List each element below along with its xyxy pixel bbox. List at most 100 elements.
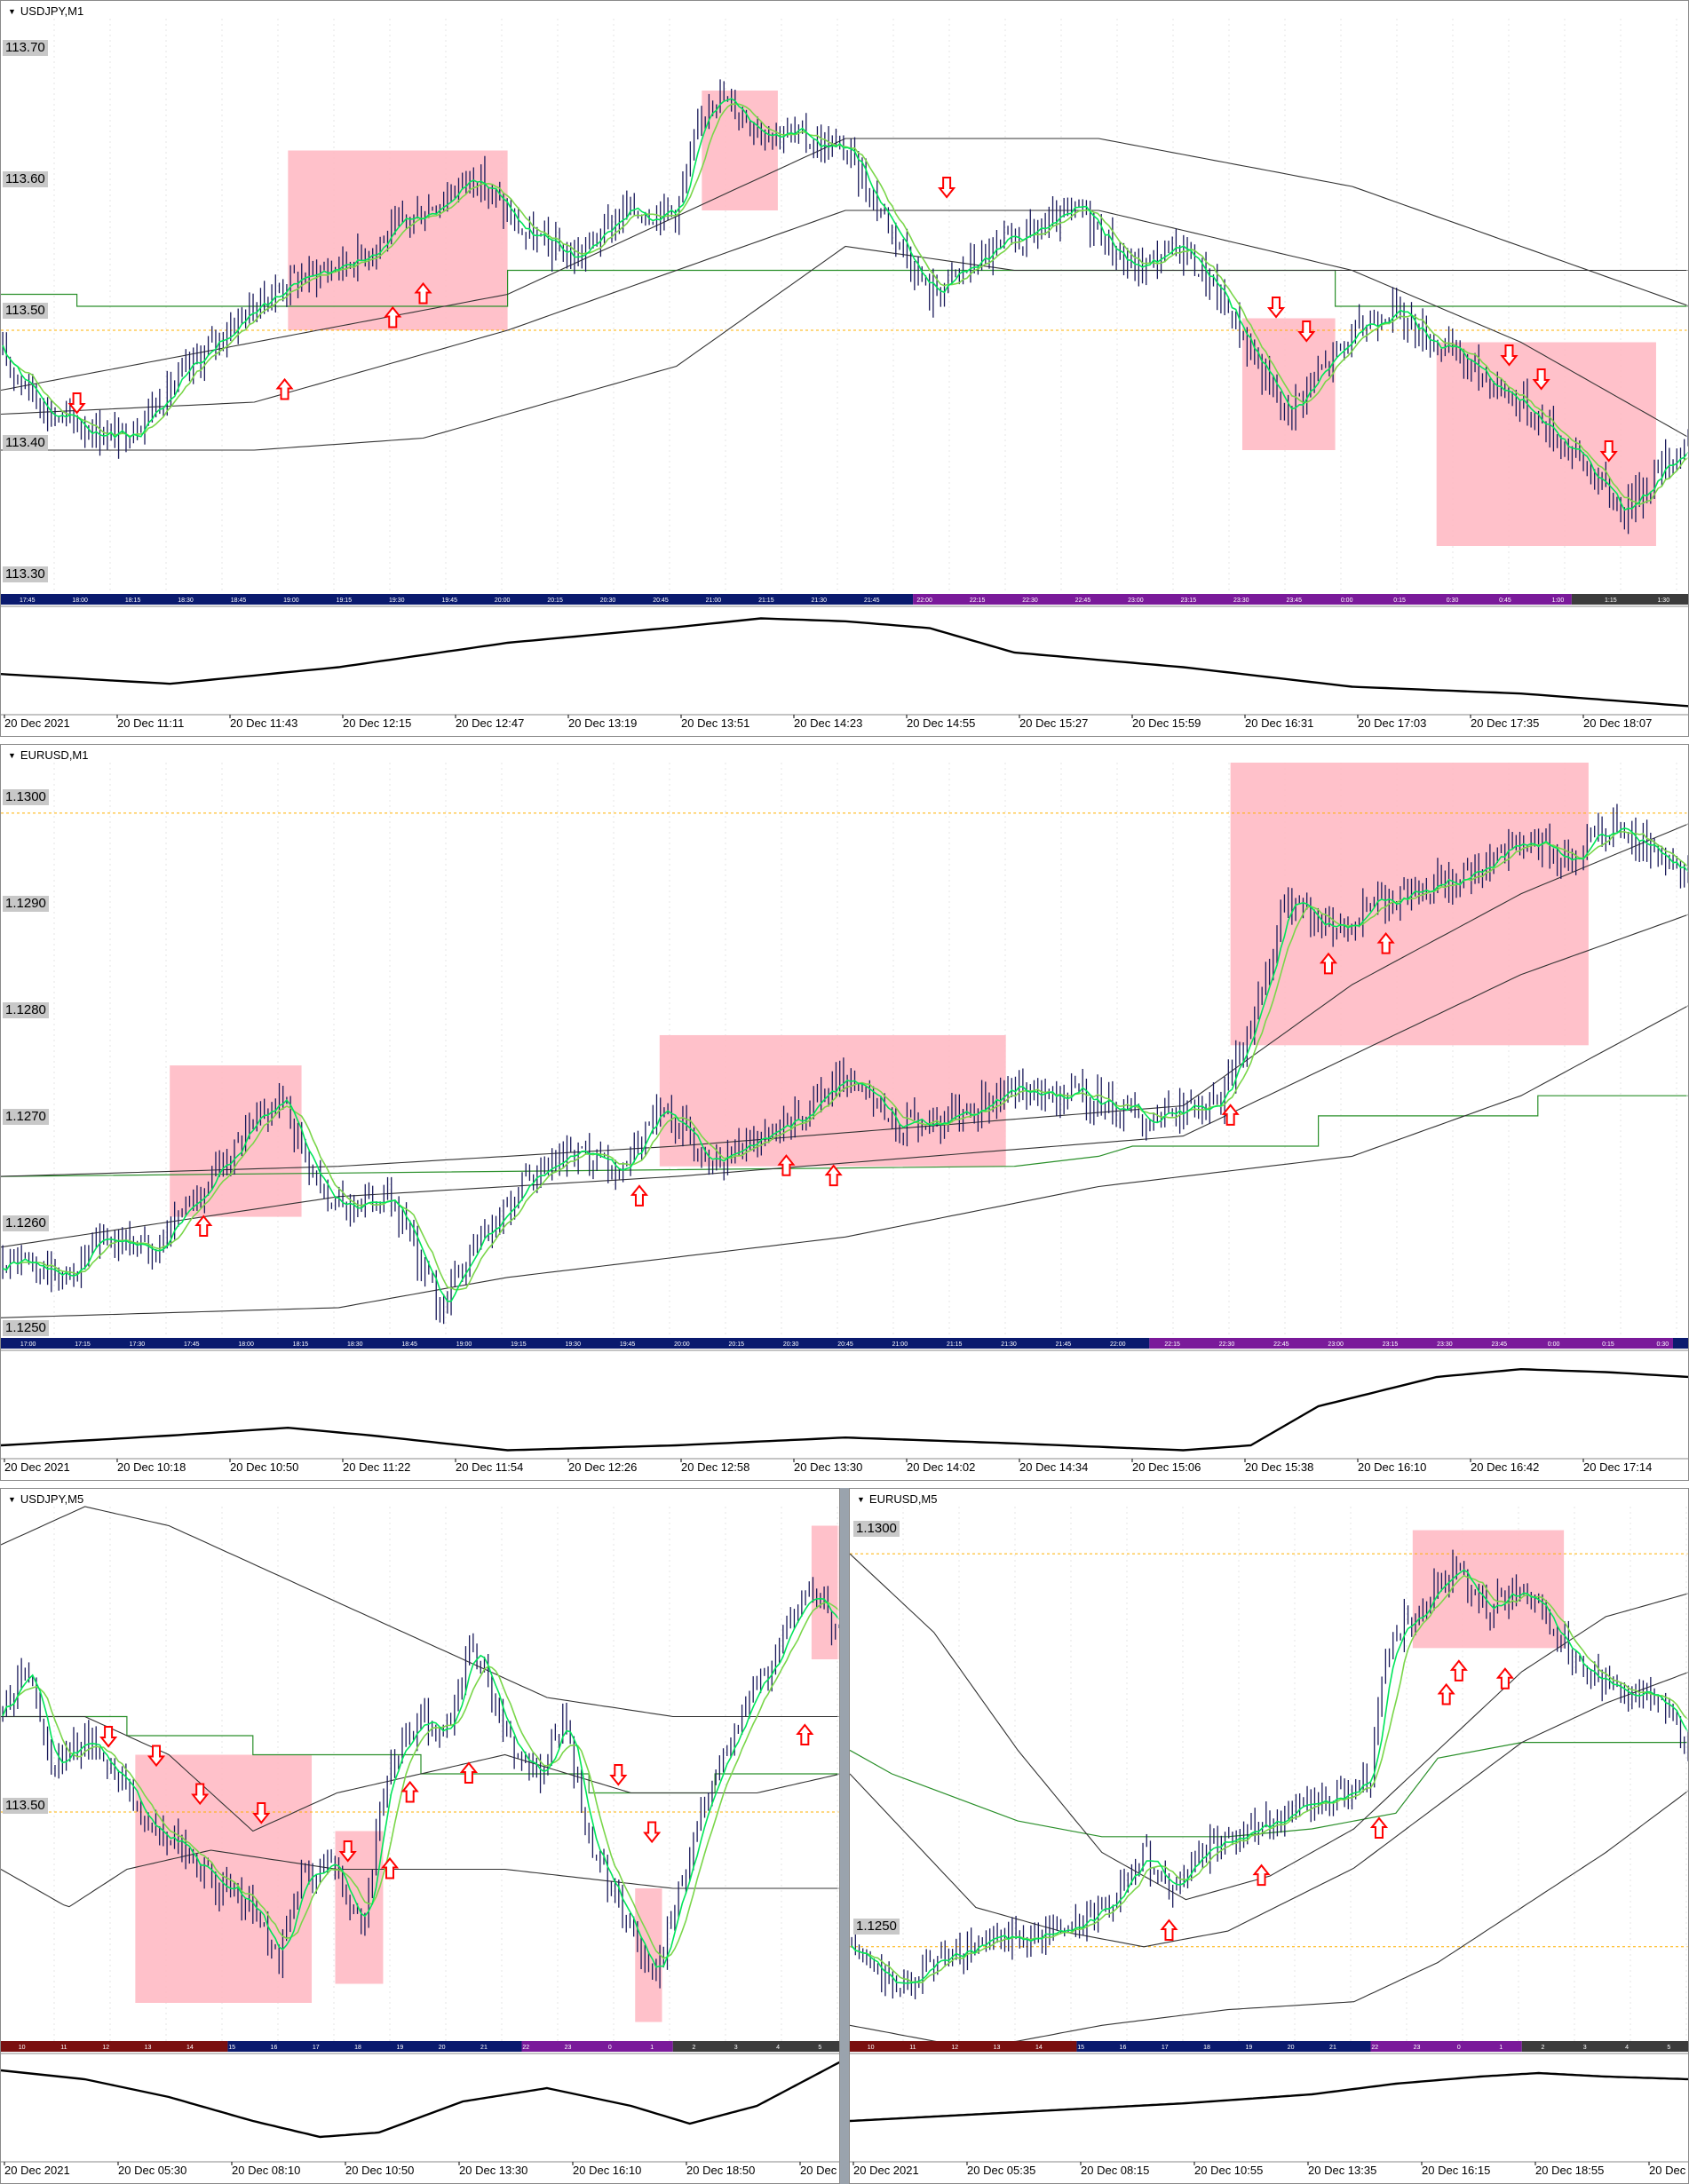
moving-average-slow: [2, 1602, 839, 1959]
time-axis-label: 20 Dec: [800, 2164, 837, 2177]
sell-arrow-icon: [1599, 440, 1618, 463]
time-bar-label: 23:45: [1491, 1341, 1507, 1348]
time-bar-label: 19:45: [620, 1341, 636, 1348]
time-bar-label: 19:30: [565, 1341, 581, 1348]
oscillator-line: [850, 2071, 1688, 2123]
time-axis-label: 20 Dec 14:34: [1019, 1460, 1088, 1474]
time-bar-label: 0: [608, 2045, 612, 2051]
time-axis-label: 20 Dec 15:06: [1132, 1460, 1201, 1474]
time-axis-label: 20 Dec 13:30: [794, 1460, 862, 1474]
time-bar-label: 0:30: [1657, 1341, 1669, 1348]
chart-title: USDJPY,M1: [8, 4, 83, 18]
time-axis-label: 20 Dec 18:07: [1583, 716, 1652, 730]
highlight-zone: [1436, 342, 1656, 546]
time-axis-label: 20 Dec 18:50: [686, 2164, 755, 2177]
sell-arrow-icon: [1500, 344, 1519, 367]
time-axis-label: 20 Dec 05:30: [118, 2164, 186, 2177]
buy-arrow-icon: [1319, 952, 1338, 975]
time-axis-label: 20 Dec 2021: [4, 1460, 70, 1474]
time-bar-label: 22:45: [1075, 597, 1091, 604]
time-bar-label: 13: [994, 2045, 1001, 2051]
time-bar-label: 0:15: [1602, 1341, 1614, 1348]
moving-average-slow: [851, 1574, 1688, 1984]
time-axis-label: 20 Dec 12:47: [456, 716, 524, 730]
time-bar-label: 18:15: [293, 1341, 309, 1348]
time-axis-label: 20 Dec 13:35: [1308, 2164, 1376, 2177]
price-label: 113.50: [3, 303, 48, 319]
time-bar-label: 22:30: [1219, 1341, 1235, 1348]
time-bar-label: 23:30: [1437, 1341, 1453, 1348]
time-bar-label: 1:00: [1552, 597, 1565, 604]
sell-arrow-icon: [67, 392, 86, 415]
sell-arrow-icon: [643, 1821, 662, 1844]
time-axis-label: 20 Dec: [1649, 2164, 1686, 2177]
time-bar-label: 17:15: [75, 1341, 91, 1348]
time-bar-label: 20:45: [653, 597, 669, 604]
time-bar-label: 14: [1035, 2045, 1043, 2051]
session-time-bar: [850, 2041, 1077, 2052]
moving-average-fast: [2, 1597, 839, 1968]
time-bar-label: 17:45: [184, 1341, 200, 1348]
time-bar-label: 12: [951, 2045, 958, 2051]
envelope-middle-line: [850, 1672, 1688, 1948]
time-bar-label: 10: [868, 2045, 875, 2051]
time-bar-label: 19: [1245, 2045, 1252, 2051]
chart-canvas-eurusd-m1: 17:00 17:15 17:30 17:45 18:00 18:15 18:30 18:45…: [1, 763, 1688, 1474]
buy-arrow-icon: [1449, 1659, 1468, 1682]
time-axis-label: 20 Dec 15:38: [1245, 1460, 1313, 1474]
time-bar-label: 17:30: [130, 1341, 146, 1348]
time-bar-label: 1:15: [1605, 597, 1617, 604]
time-axis-label: 20 Dec 14:02: [907, 1460, 975, 1474]
price-label: 113.30: [3, 566, 48, 582]
time-axis-label: 20 Dec 12:58: [681, 1460, 749, 1474]
envelope-upper-line: [1, 138, 1688, 392]
buy-arrow-icon: [1252, 1864, 1271, 1887]
chart-panel-eurusd-m5[interactable]: 10 11 12 13 14 15 16 17 18 19 20 21 22 23 0 1 2 3 4 5 20 Dec…: [849, 1488, 1689, 2184]
buy-arrow-icon: [459, 1761, 479, 1784]
time-axis-label: 20 Dec 17:14: [1583, 1460, 1652, 1474]
time-bar-label: 11: [60, 2045, 67, 2051]
time-axis-label: 20 Dec 15:59: [1132, 716, 1201, 730]
price-label: 1.1250: [853, 1919, 900, 1935]
time-bar-label: 17:45: [20, 597, 36, 604]
time-axis-label: 20 Dec 2021: [4, 2164, 70, 2177]
step-line: [1, 269, 1688, 307]
time-bar-label: 18:45: [231, 597, 247, 604]
time-bar-label: 0:00: [1341, 597, 1353, 604]
price-label: 113.50: [3, 1798, 48, 1814]
buy-arrow-icon: [275, 377, 294, 400]
session-time-bar: [913, 594, 1572, 605]
step-line: [1, 1095, 1688, 1177]
time-bar-label: 22:00: [1110, 1341, 1126, 1348]
buy-arrow-icon: [380, 1856, 400, 1879]
time-bar-label: 18:30: [178, 597, 194, 604]
time-bar-label: 14: [186, 2045, 194, 2051]
time-axis-label: 20 Dec 16:10: [1358, 1460, 1426, 1474]
chart-panel-eurusd-m1[interactable]: 17:00 17:15 17:30 17:45 18:00 18:15 18:30 18:45…: [0, 744, 1689, 1481]
chart-panel-usdjpy-m1[interactable]: 17:45 18:00 18:15 18:30 18:45 19:00 19:15 19:30…: [0, 0, 1689, 737]
price-label: 113.70: [3, 40, 48, 56]
time-bar-label: 18:15: [125, 597, 141, 604]
chart-title: EURUSD,M1: [8, 748, 89, 762]
envelope-lower-line: [1, 245, 1688, 451]
highlight-zone: [1412, 1530, 1565, 1649]
price-label: 1.1280: [3, 1002, 49, 1018]
time-axis-label: 20 Dec 16:10: [573, 2164, 641, 2177]
time-bar-label: 21:00: [892, 1341, 908, 1348]
time-bar-label: 19: [396, 2045, 403, 2051]
buy-arrow-icon: [1160, 1919, 1178, 1942]
time-bar-label: 17:00: [20, 1341, 36, 1348]
chart-panel-usdjpy-m5[interactable]: 10 11 12 13 14 15 16 17 18 19 20 21 22 23 0 1 2 3 4 5 20 Dec…: [0, 1488, 840, 2184]
time-bar-label: 22:15: [970, 597, 986, 604]
buy-arrow-icon: [194, 1215, 213, 1237]
window-splitter[interactable]: [840, 1488, 849, 2184]
time-bar-label: 22: [1371, 2045, 1378, 2051]
step-line: [850, 1742, 1688, 1838]
sell-arrow-icon: [147, 1745, 166, 1768]
step-line: [1, 1715, 839, 1794]
buy-arrow-icon: [777, 1154, 796, 1176]
sell-arrow-icon: [99, 1726, 118, 1748]
time-bar-label: 18: [354, 2045, 361, 2051]
time-bar-label: 18:00: [72, 597, 88, 604]
time-bar-label: 23:15: [1181, 597, 1197, 604]
